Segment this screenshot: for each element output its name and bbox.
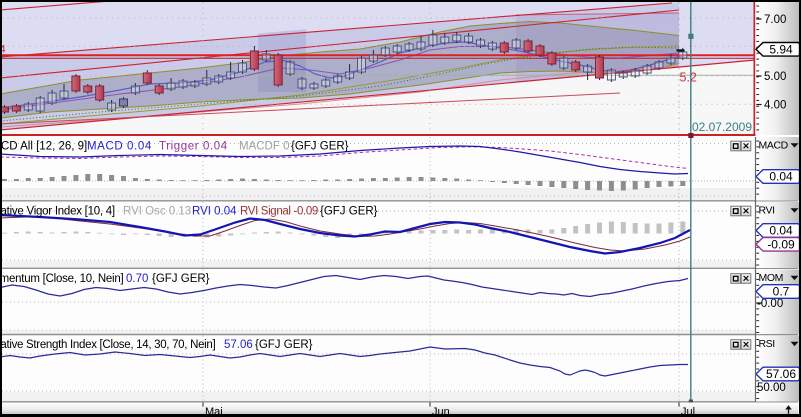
svg-text:7.00: 7.00	[764, 14, 786, 26]
svg-text:{GFJ GER}: {GFJ GER}	[291, 140, 349, 152]
svg-text:0.04: 0.04	[769, 170, 793, 184]
svg-text:0.04: 0.04	[769, 224, 793, 238]
svg-text:MOM: MOM	[759, 272, 783, 284]
svg-text:-0.09: -0.09	[767, 237, 795, 251]
svg-text:Jun: Jun	[432, 406, 450, 417]
svg-text:57.06: 57.06	[224, 339, 253, 351]
svg-text:Trigger 0.04: Trigger 0.04	[159, 140, 228, 152]
svg-text:Relative Strength Index [Close: Relative Strength Index [Close, 14, 30, …	[0, 339, 216, 351]
svg-text:57.06: 57.06	[766, 367, 796, 381]
svg-text:{GFJ GER}: {GFJ GER}	[255, 339, 313, 351]
svg-text:-0.00: -0.00	[757, 298, 783, 310]
svg-text:{GFJ GER}: {GFJ GER}	[152, 273, 210, 285]
svg-text:MACDF 0: MACDF 0	[239, 140, 289, 152]
svg-text:Relative Vigor Index [10, 4]: Relative Vigor Index [10, 4]	[0, 205, 115, 217]
svg-text:Mai: Mai	[205, 406, 223, 417]
svg-text:Jul: Jul	[681, 406, 695, 417]
svg-text:5.94: 5.94	[769, 42, 793, 56]
svg-text:MACD 0.04: MACD 0.04	[87, 140, 152, 152]
svg-text:02.07.2009: 02.07.2009	[692, 120, 752, 134]
svg-text:4: 4	[0, 43, 6, 55]
svg-text:Momentum [Close, 10, Nein]: Momentum [Close, 10, Nein]	[0, 273, 123, 285]
svg-text:RVI Signal -0.09: RVI Signal -0.09	[240, 205, 318, 217]
svg-text:50.00: 50.00	[757, 382, 786, 394]
svg-text:MACD All [12, 26, 9]: MACD All [12, 26, 9]	[0, 140, 87, 152]
svg-text:4.00: 4.00	[764, 100, 786, 112]
svg-text:{GFJ GER}: {GFJ GER}	[320, 205, 378, 217]
svg-text:0.70: 0.70	[126, 273, 148, 285]
svg-text:RVI: RVI	[759, 205, 775, 217]
svg-text:5.00: 5.00	[764, 71, 786, 83]
svg-text:0.7: 0.7	[773, 285, 790, 299]
svg-text:5.2: 5.2	[680, 71, 697, 85]
svg-text:RVI Osc 0.13: RVI Osc 0.13	[123, 205, 191, 217]
svg-text:RSI: RSI	[759, 338, 775, 350]
svg-text:MACD: MACD	[759, 140, 789, 152]
svg-text:RVI 0.04: RVI 0.04	[192, 205, 237, 217]
